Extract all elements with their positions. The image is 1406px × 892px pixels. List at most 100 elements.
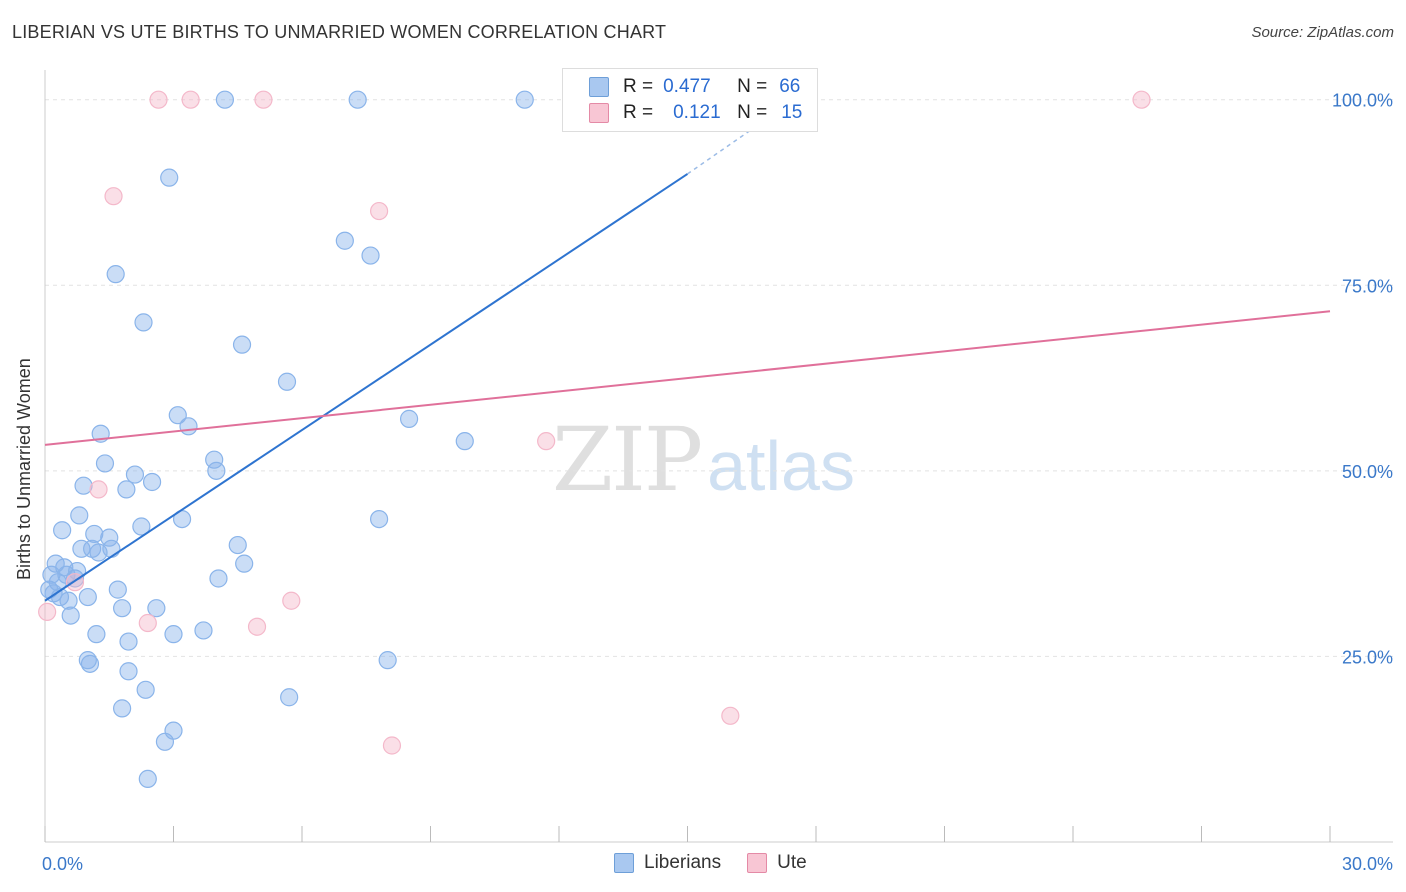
point-liberians [348, 90, 367, 109]
watermark: ZIPatlas [552, 408, 855, 511]
y-tick-label: 25.0% [1342, 647, 1393, 667]
point-liberians [164, 721, 183, 740]
point-liberians [78, 587, 97, 607]
point-ute [149, 90, 168, 109]
y-tick-label: 100.0% [1332, 91, 1393, 111]
correlation-legend: R = 0.477 N = 66 R = 0.121 N = 15 [562, 68, 818, 132]
point-liberians [138, 769, 157, 789]
legend-n-value: 15 [781, 102, 803, 123]
point-liberians [205, 450, 224, 469]
point-liberians [164, 625, 183, 644]
point-liberians [147, 599, 166, 618]
point-liberians [108, 580, 127, 599]
point-liberians [160, 168, 179, 187]
chart-title: LIBERIAN VS UTE BIRTHS TO UNMARRIED WOME… [12, 22, 667, 42]
point-liberians [112, 699, 132, 718]
legend-n-value: 66 [779, 76, 801, 97]
trend-line-ute [44, 310, 1331, 446]
point-liberians [179, 417, 198, 436]
point-ute [537, 432, 556, 451]
trend-line-liberians [44, 173, 689, 602]
point-liberians [125, 465, 145, 484]
series-swatch-ute [747, 853, 768, 873]
point-liberians [117, 480, 136, 499]
point-ute [1132, 90, 1151, 109]
point-liberians [378, 651, 397, 670]
point-ute [254, 90, 273, 109]
legend-r-value: 0.477 [663, 76, 711, 97]
point-liberians [399, 409, 419, 428]
point-liberians [142, 472, 162, 492]
point-ute [181, 90, 200, 109]
point-liberians [228, 535, 247, 555]
point-liberians [232, 335, 252, 354]
point-liberians [100, 528, 119, 547]
y-tick-label: 50.0% [1342, 462, 1393, 482]
trend-line-liberians-extension [687, 128, 753, 175]
legend-row-ute: R = 0.121 N = 15 [589, 100, 802, 126]
legend-swatch-ute [589, 103, 609, 123]
point-liberians [132, 517, 151, 536]
watermark-zip: ZIP [552, 408, 703, 511]
point-ute [104, 187, 123, 206]
x-tick-label: 0.0% [42, 854, 83, 874]
point-liberians [95, 454, 115, 473]
series-legend: Liberians Ute [614, 852, 833, 874]
legend-n-label: N = [737, 102, 768, 123]
point-liberians [59, 591, 78, 610]
point-liberians [361, 246, 380, 265]
watermark-atlas: atlas [707, 427, 855, 505]
legend-r-label: R = [623, 76, 654, 97]
point-liberians [87, 625, 106, 644]
point-liberians [74, 476, 93, 495]
point-liberians [235, 554, 254, 573]
point-ute [370, 201, 389, 221]
legend-r-label: R = [623, 102, 654, 123]
point-liberians [85, 524, 104, 544]
point-liberians [53, 521, 72, 540]
point-liberians [80, 654, 100, 673]
point-liberians [335, 231, 354, 250]
point-liberians [119, 632, 138, 651]
point-liberians [455, 432, 474, 451]
point-liberians [280, 688, 299, 707]
series-label-liberians: Liberians [644, 852, 722, 873]
point-liberians [72, 539, 91, 558]
point-liberians [102, 539, 121, 558]
legend-r-value: 0.121 [673, 102, 721, 123]
point-ute [382, 736, 402, 755]
point-liberians [515, 90, 534, 109]
legend-n-label: N = [737, 76, 768, 97]
point-ute [138, 613, 157, 633]
point-liberians [61, 606, 80, 625]
series-legend-ute: Ute [747, 852, 807, 874]
point-ute [89, 480, 108, 499]
point-liberians [136, 680, 155, 699]
series-legend-liberians: Liberians [614, 852, 721, 874]
point-liberians [215, 90, 234, 109]
point-liberians [207, 461, 226, 480]
point-liberians [134, 313, 153, 332]
point-liberians [119, 662, 138, 681]
point-ute [38, 602, 57, 621]
x-tick-label: 30.0% [1342, 854, 1393, 874]
point-ute [247, 617, 267, 636]
point-liberians [112, 599, 132, 618]
point-liberians [106, 265, 125, 284]
legend-swatch-liberians [589, 77, 609, 97]
point-liberians [209, 569, 228, 588]
point-liberians [168, 406, 187, 425]
point-liberians [277, 372, 297, 391]
series-label-ute: Ute [777, 852, 807, 873]
y-axis-label: Births to Unmarried Women [14, 358, 34, 580]
point-ute [282, 591, 301, 610]
legend-row-liberians: R = 0.477 N = 66 [589, 74, 800, 100]
y-tick-label: 75.0% [1342, 276, 1393, 296]
point-liberians [370, 509, 389, 529]
series-swatch-liberians [614, 853, 634, 873]
source-credit: Source: ZipAtlas.com [1251, 24, 1394, 41]
point-liberians [194, 621, 213, 640]
point-ute [721, 706, 740, 725]
point-liberians [70, 506, 89, 525]
